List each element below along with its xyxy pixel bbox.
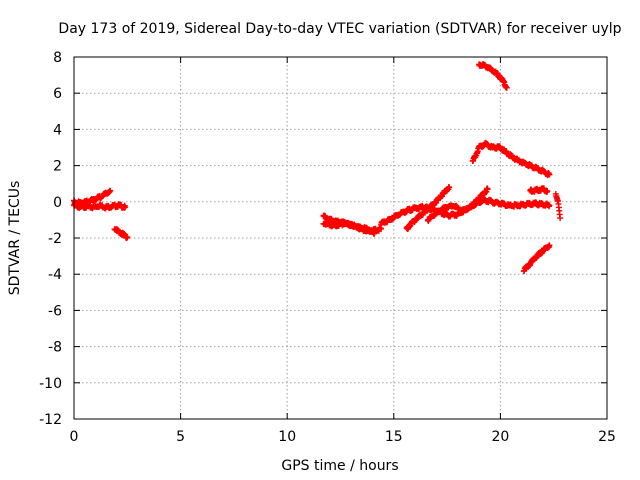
data-point	[557, 215, 564, 222]
x-tick-label: 0	[70, 429, 79, 445]
data-point	[446, 184, 453, 191]
x-tick-label: 10	[278, 429, 296, 445]
y-tick-label: 4	[53, 122, 62, 138]
data-point	[371, 229, 378, 236]
data-point	[124, 234, 131, 241]
series-arc-l	[527, 185, 551, 196]
data-point	[546, 202, 553, 209]
y-tick-label: -6	[48, 303, 62, 319]
data-points	[71, 61, 564, 275]
data-point	[546, 171, 553, 178]
series-arc-i	[469, 139, 553, 179]
y-axis-label: SDTVAR / TECUs	[7, 181, 23, 296]
y-tick-label: -2	[48, 231, 62, 247]
x-tick-label: 20	[491, 429, 509, 445]
series-arc-b	[71, 187, 114, 207]
y-tick-label: -4	[48, 267, 62, 283]
x-tick-label: 5	[176, 429, 185, 445]
data-point	[546, 242, 553, 249]
x-tick-label: 15	[385, 429, 403, 445]
series-arc-e	[320, 219, 378, 237]
series-arc-h	[424, 185, 491, 224]
data-point	[107, 187, 114, 194]
axis-ticks: 0 5 10 15 20 25 -12 -10 -8 -6 -4 -2 0 2 4 6 8	[39, 50, 616, 445]
x-axis-label: GPS time / hours	[281, 458, 398, 474]
data-point	[122, 204, 129, 211]
series-arc-c	[111, 226, 131, 241]
y-tick-label: 6	[53, 86, 62, 102]
data-point	[503, 84, 510, 91]
y-tick-label: 2	[53, 159, 62, 175]
y-tick-label: -10	[39, 376, 62, 392]
x-tick-label: 25	[598, 429, 616, 445]
data-point	[544, 187, 551, 194]
y-tick-label: 8	[53, 50, 62, 66]
series-arc-g	[403, 184, 453, 233]
grid-lines	[74, 57, 607, 419]
y-tick-label: -12	[39, 412, 62, 428]
data-point	[484, 186, 491, 193]
series-arc-a	[71, 201, 129, 212]
series-arc-k	[520, 242, 553, 275]
series-arc-j	[476, 61, 510, 91]
series-arc-m	[552, 190, 564, 222]
plot-frame	[73, 56, 608, 420]
chart-title: Day 173 of 2019, Sidereal Day-to-day VTE…	[58, 21, 621, 37]
y-tick-label: 0	[53, 195, 62, 211]
y-tick-label: -8	[48, 340, 62, 356]
